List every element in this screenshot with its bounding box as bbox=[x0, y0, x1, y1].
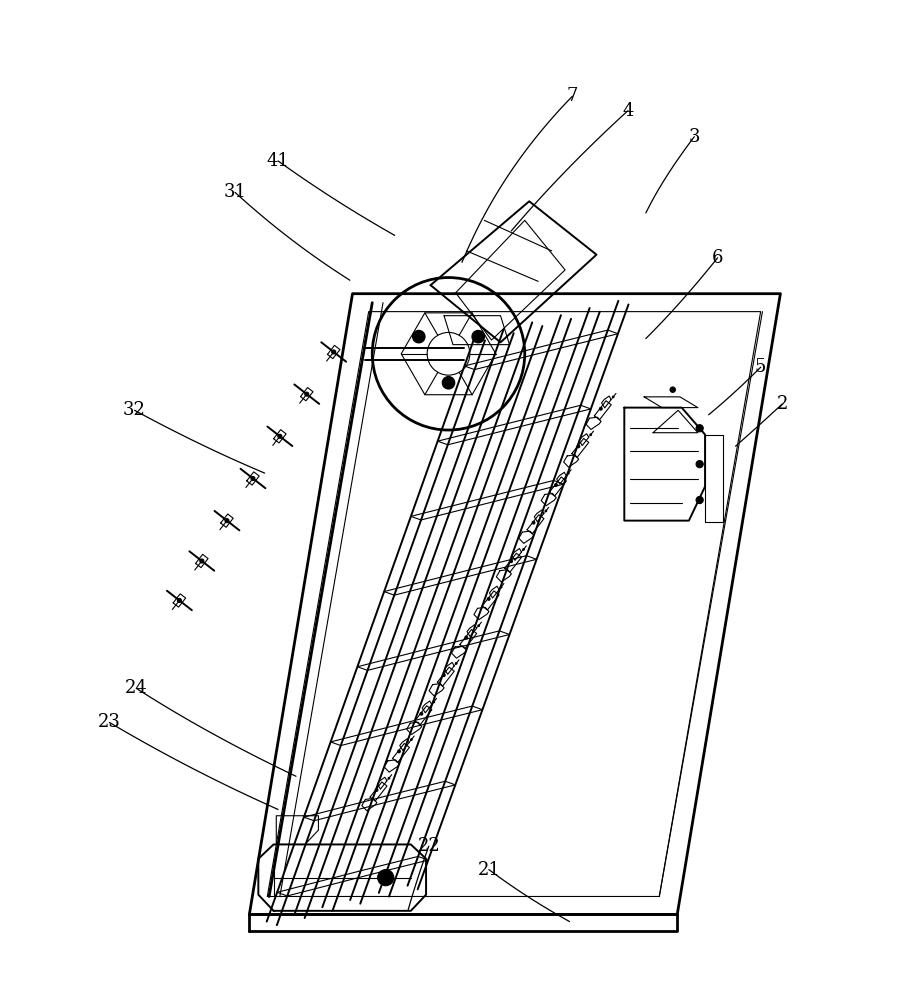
Text: 7: 7 bbox=[567, 87, 578, 105]
Circle shape bbox=[472, 330, 484, 343]
Text: 2: 2 bbox=[777, 395, 788, 413]
Circle shape bbox=[413, 330, 425, 343]
Circle shape bbox=[378, 870, 394, 886]
Circle shape bbox=[523, 549, 525, 550]
Circle shape bbox=[200, 559, 204, 563]
Text: 4: 4 bbox=[623, 102, 633, 120]
Circle shape bbox=[509, 560, 512, 563]
Text: 21: 21 bbox=[477, 861, 501, 879]
Circle shape bbox=[397, 750, 400, 753]
Circle shape bbox=[251, 476, 255, 480]
Circle shape bbox=[442, 376, 455, 389]
Circle shape bbox=[332, 350, 335, 354]
Text: 24: 24 bbox=[125, 679, 148, 697]
Circle shape bbox=[388, 777, 390, 779]
Circle shape bbox=[375, 789, 378, 791]
Circle shape bbox=[545, 510, 547, 512]
Circle shape bbox=[568, 472, 570, 474]
Circle shape bbox=[487, 598, 490, 600]
Circle shape bbox=[278, 434, 282, 438]
Circle shape bbox=[433, 701, 435, 703]
Circle shape bbox=[305, 392, 309, 396]
Text: 5: 5 bbox=[755, 358, 766, 376]
Circle shape bbox=[554, 484, 557, 486]
Text: 3: 3 bbox=[689, 128, 700, 146]
Circle shape bbox=[599, 407, 602, 410]
Circle shape bbox=[478, 625, 480, 627]
Circle shape bbox=[420, 712, 422, 715]
Circle shape bbox=[456, 663, 457, 664]
Text: 6: 6 bbox=[712, 249, 723, 267]
Circle shape bbox=[590, 434, 592, 435]
Text: 22: 22 bbox=[417, 837, 440, 855]
Text: 41: 41 bbox=[266, 152, 290, 170]
Circle shape bbox=[442, 674, 445, 677]
Text: 23: 23 bbox=[98, 713, 121, 731]
Circle shape bbox=[577, 445, 579, 448]
Circle shape bbox=[696, 461, 703, 468]
Circle shape bbox=[696, 496, 703, 504]
Circle shape bbox=[465, 636, 467, 639]
Circle shape bbox=[501, 586, 502, 588]
Circle shape bbox=[411, 739, 413, 740]
Circle shape bbox=[532, 521, 535, 524]
Text: 31: 31 bbox=[223, 183, 247, 201]
Text: 32: 32 bbox=[123, 401, 146, 419]
Circle shape bbox=[670, 387, 675, 392]
Circle shape bbox=[613, 396, 614, 398]
Circle shape bbox=[696, 425, 703, 432]
Circle shape bbox=[225, 519, 229, 523]
Circle shape bbox=[178, 598, 181, 602]
